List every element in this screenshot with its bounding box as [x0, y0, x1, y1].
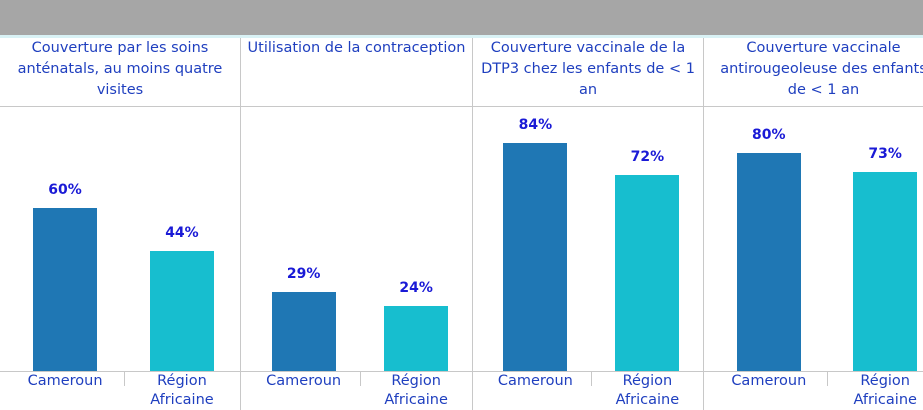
bar: [853, 172, 918, 371]
category-separator: [123, 372, 125, 386]
value-label: 60%: [48, 181, 82, 198]
chart-panel: Couverture par les soins anténatals, au …: [0, 38, 241, 410]
category-separator: [591, 372, 593, 386]
value-label: 24%: [399, 279, 433, 296]
category-label: Région Africaine: [150, 373, 214, 408]
category-label: Cameroun: [497, 373, 573, 389]
bar: [384, 305, 449, 371]
panel-title: Utilisation de la contraception: [241, 38, 472, 107]
chart-panel: Utilisation de la contraception 29% Camero…: [241, 38, 473, 410]
bar: [615, 175, 680, 371]
bar: [149, 251, 214, 371]
baseline: [241, 371, 472, 372]
category-label: Région Africaine: [384, 373, 448, 408]
value-label: 80%: [752, 127, 786, 144]
panel-title: Couverture par les soins anténatals, au …: [0, 38, 240, 107]
bar: [736, 153, 801, 371]
bar: [33, 207, 98, 371]
chart-panel: Couverture vaccinale antirougeoleuse des…: [704, 38, 923, 410]
category-label: Cameroun: [27, 373, 103, 389]
value-label: 84%: [518, 116, 553, 133]
category-label: Cameroun: [266, 373, 342, 389]
panel-title: Couverture vaccinale de la DTP3 chez les…: [473, 38, 703, 107]
value-label: 44%: [165, 225, 199, 242]
chart-panel: Couverture vaccinale de la DTP3 chez les…: [473, 38, 704, 410]
category-label: Région Africaine: [853, 373, 917, 408]
value-label: 29%: [286, 266, 321, 283]
category-separator: [359, 372, 361, 386]
panel-title: Couverture vaccinale antirougeoleuse des…: [704, 38, 923, 107]
header-line: [0, 35, 923, 38]
baseline: [473, 371, 703, 372]
bar: [503, 142, 568, 371]
header-bar: [0, 0, 923, 35]
value-label: 73%: [868, 146, 902, 163]
bar: [271, 292, 336, 371]
category-label: Cameroun: [731, 373, 807, 389]
baseline: [0, 371, 240, 372]
category-label: Région Africaine: [615, 373, 680, 408]
value-label: 72%: [630, 149, 665, 166]
category-separator: [827, 372, 828, 386]
baseline: [704, 371, 923, 372]
